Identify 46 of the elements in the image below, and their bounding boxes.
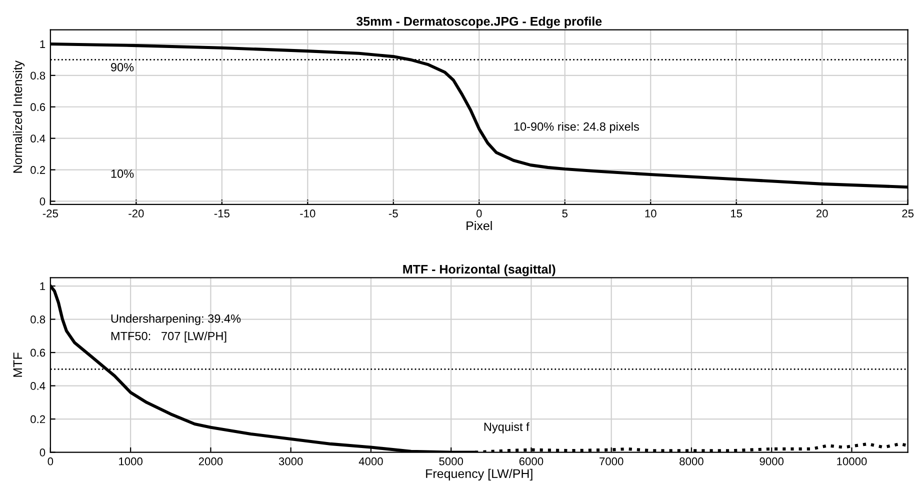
x-tick-label: 20 <box>816 210 828 218</box>
y-tick-label: 0.6 <box>30 348 46 357</box>
x-tick-label: 4000 <box>358 457 383 466</box>
x-axis-title: Pixel <box>466 220 492 230</box>
annotation: 10% <box>111 170 134 178</box>
y-tick-label: 0.6 <box>30 103 46 112</box>
annotation: 10-90% rise: 24.8 pixels <box>514 122 639 134</box>
x-tick-label: 1000 <box>119 457 142 466</box>
y-tick-label: 0.8 <box>30 72 46 80</box>
x-axis-title: Frequency [LW/PH] <box>426 468 532 481</box>
x-tick-label: 15 <box>731 210 742 218</box>
y-tick-label: 1 <box>40 282 46 290</box>
x-tick-label: 7000 <box>600 457 624 466</box>
x-tick-label: 5000 <box>439 457 464 466</box>
y-tick-label: 1 <box>40 40 46 48</box>
x-tick-label: 10 <box>645 210 656 218</box>
x-tick-label: -10 <box>300 210 316 218</box>
x-tick-label: 6000 <box>519 457 544 466</box>
x-tick-label: 0 <box>48 457 54 466</box>
y-tick-label: 0.4 <box>30 134 46 142</box>
x-tick-label: 25 <box>902 210 914 218</box>
annotation: 90% <box>111 63 134 72</box>
x-tick-label: -25 <box>42 210 58 218</box>
y-tick-label: 0 <box>40 448 46 456</box>
annotation: Nyquist f <box>484 422 530 434</box>
x-tick-label: 10000 <box>837 457 867 466</box>
annotation: MTF50: 707 [LW/PH] <box>111 332 226 343</box>
y-tick-label: 0 <box>40 198 46 206</box>
x-tick-label: 3000 <box>278 457 303 466</box>
x-tick-label: -20 <box>128 210 144 218</box>
x-tick-label: 0 <box>476 210 482 218</box>
y-tick-label: 0.8 <box>30 316 46 324</box>
annotation: Undersharpening: 39.4% <box>111 314 241 326</box>
x-tick-label: 8000 <box>680 457 704 466</box>
y-axis-title: MTF <box>13 352 22 377</box>
x-tick-label: 5 <box>562 210 568 218</box>
y-axis-title: Normalized Intensity <box>12 60 25 173</box>
x-tick-label: -5 <box>388 210 398 218</box>
chart-title: MTF - Horizontal (sagittal) <box>403 264 556 276</box>
y-tick-label: 0.2 <box>30 166 46 174</box>
chart-title: 35mm - Dermatoscope.JPG - Edge profile <box>356 16 602 28</box>
x-tick-label: 2000 <box>198 457 223 466</box>
x-tick-label: -15 <box>214 210 230 218</box>
x-tick-label: 9000 <box>760 457 784 466</box>
y-tick-label: 0.4 <box>30 382 46 390</box>
y-tick-label: 0.2 <box>30 415 46 424</box>
